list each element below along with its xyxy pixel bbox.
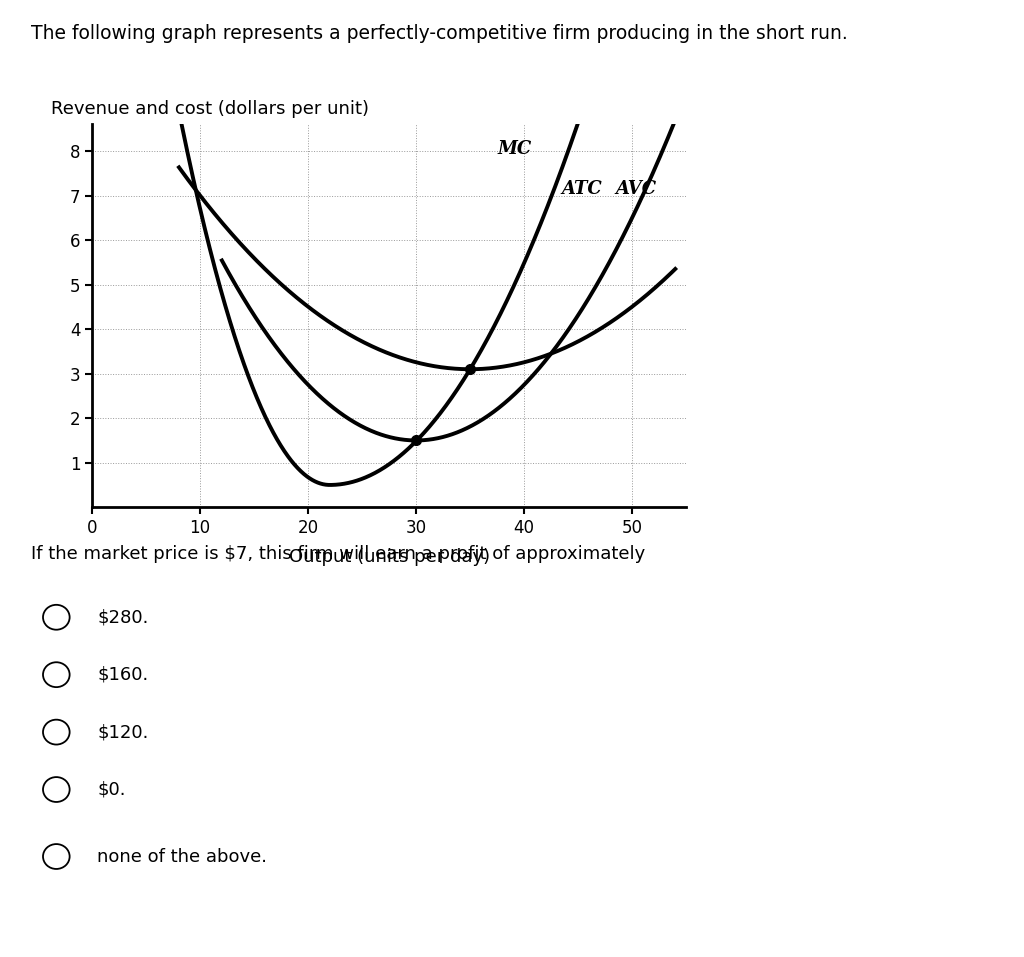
Text: $0.: $0. (97, 781, 126, 798)
Text: ATC: ATC (562, 180, 603, 198)
Text: AVC: AVC (615, 180, 657, 198)
Text: $160.: $160. (97, 666, 148, 683)
Text: MC: MC (497, 140, 531, 158)
Text: The following graph represents a perfectly-competitive firm producing in the sho: The following graph represents a perfect… (31, 24, 848, 43)
Text: none of the above.: none of the above. (97, 848, 267, 865)
Text: Revenue and cost (dollars per unit): Revenue and cost (dollars per unit) (51, 100, 370, 119)
Text: $120.: $120. (97, 723, 148, 741)
Text: If the market price is $7, this firm will earn a profit of approximately: If the market price is $7, this firm wil… (31, 545, 645, 564)
Text: $280.: $280. (97, 609, 148, 626)
X-axis label: Output (units per day): Output (units per day) (289, 548, 489, 567)
